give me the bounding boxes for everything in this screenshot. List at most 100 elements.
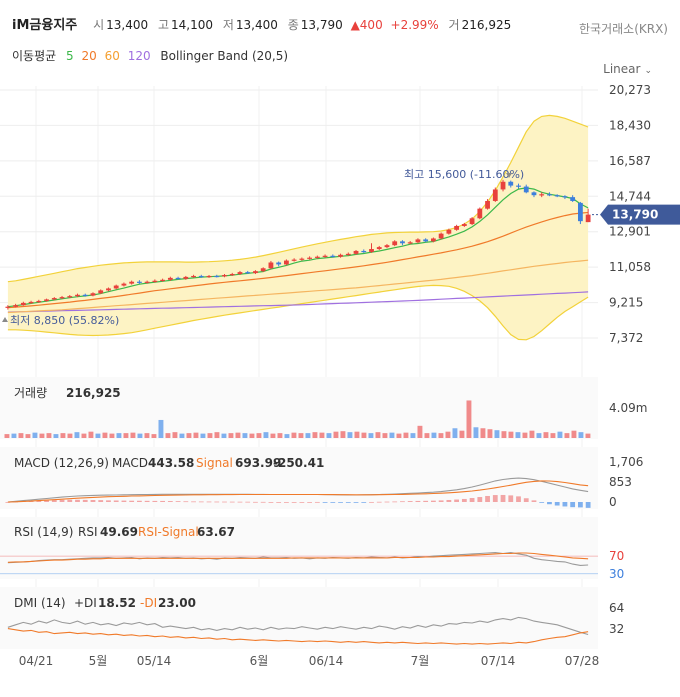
candle-body [314,256,320,258]
ma60-label: 60 [104,49,120,63]
volume-bar [116,433,122,438]
macd-histogram-bar [152,500,158,502]
rsi-signal-value: 63.67 [197,525,235,539]
volume-bar [284,434,290,438]
min-marker-icon [2,317,8,322]
candle-body [5,306,11,308]
ma120-label: 120 [127,49,151,63]
volume-bar [18,433,24,438]
rsi-label: RSI [78,525,98,539]
volume-bar [46,433,52,438]
change-arrow-icon: ▲ [350,18,360,32]
candle-body [345,253,351,256]
rsi-axis-tick: 70 [609,549,624,563]
candle-body [516,185,521,187]
candle-body [523,186,529,193]
macd-histogram-bar [98,500,104,502]
candle-body [384,245,390,248]
ma-label: 이동평균 [12,49,57,63]
macd-histogram-bar [59,499,65,502]
macd-histogram-bar [547,502,552,505]
volume-bar [25,434,31,438]
candle-body [322,255,328,257]
volume-bar [291,432,297,438]
indicator-legend[interactable]: 이동평균 5 20 60 120 Bollinger Band (20,5) [12,47,294,64]
max-annotation: 최고 15,600 (-11.60%) [404,168,524,181]
rsi-axis-tick: 30 [609,567,624,581]
volume-bar [81,433,87,438]
ma20-label: 20 [81,49,97,63]
volume-bar [536,433,542,438]
quote-header: iM금융지주 시 13,400 고 14,100 저 13,400 종 13,790 ▲… [12,14,511,33]
x-axis-label: 04/21 [19,654,54,668]
price-axis-tick: 20,273 [609,83,651,97]
price-axis-tick: 7,372 [609,331,643,345]
macd-hist-value: -250.41 [273,456,324,470]
volume-bar [340,431,346,438]
macd-histogram-bar [136,500,142,502]
volume-bar [410,433,416,438]
volume-bar [578,432,584,438]
candle-body [392,241,398,246]
dmi-mdi-line [7,628,589,645]
macd-histogram-bar [353,502,359,503]
macd-histogram-bar [508,495,514,502]
macd-histogram-bar [585,502,591,508]
dmi-panel-title: DMI (14) [14,596,66,610]
price-axis-tick: 12,901 [609,225,651,239]
macd-histogram-bar [291,502,297,503]
volume-bar [109,433,115,438]
price-axis-tick: 9,215 [609,296,643,310]
volume-bar [424,433,430,438]
scale-selector[interactable]: Linear ⌄ [603,62,652,76]
volume-bar [326,433,332,438]
candle-body [291,259,297,261]
macd-histogram-bar [276,502,282,503]
dmi-pdi-line [7,616,589,636]
macd-histogram-bar [461,498,467,502]
volume-bar [228,433,234,438]
candle-body [585,214,591,223]
macd-signal-label: Signal [196,456,233,470]
x-axis-label: 07/28 [565,654,600,668]
price-axis-tick: 18,430 [609,118,651,132]
candle-body [229,274,235,276]
low-value: 13,400 [235,18,278,32]
volume-bar [11,433,17,438]
volume-bar [473,427,479,438]
candle-body [59,297,65,299]
close-value: 13,790 [300,18,343,32]
min-annotation: 최저 8,850 (55.82%) [10,314,119,327]
volume-bar [207,433,213,438]
x-axis-label: 7월 [411,654,430,668]
candle-body [90,293,96,296]
macd-histogram-bar [330,502,336,503]
bollinger-label: Bollinger Band (20,5) [160,49,289,63]
candle-body [144,281,150,283]
volume-bar [571,430,577,438]
volume-bar [4,434,10,438]
price-axis-tick: 16,587 [609,154,651,168]
scale-mode: Linear [603,62,641,76]
volume-bar [214,432,220,438]
volume-bar [200,433,206,438]
volume-bar [550,433,556,438]
candle-body [51,298,57,300]
macd-panel-bg [0,447,598,509]
volume-bar [396,433,402,438]
candle-body [253,271,258,274]
macd-histogram-bar [44,500,49,502]
volume-bar [564,433,570,438]
volume-bar [585,433,591,438]
macd-label: MACD [112,456,148,470]
volume-bar [263,432,269,438]
volume-bar [256,433,262,438]
macd-histogram-bar [423,500,429,502]
candle-body [570,197,576,201]
high-label: 고 [157,18,169,32]
candle-body [20,302,26,306]
volume-bar [438,433,444,438]
macd-histogram-bar [160,500,166,502]
macd-histogram-bar [90,500,96,502]
